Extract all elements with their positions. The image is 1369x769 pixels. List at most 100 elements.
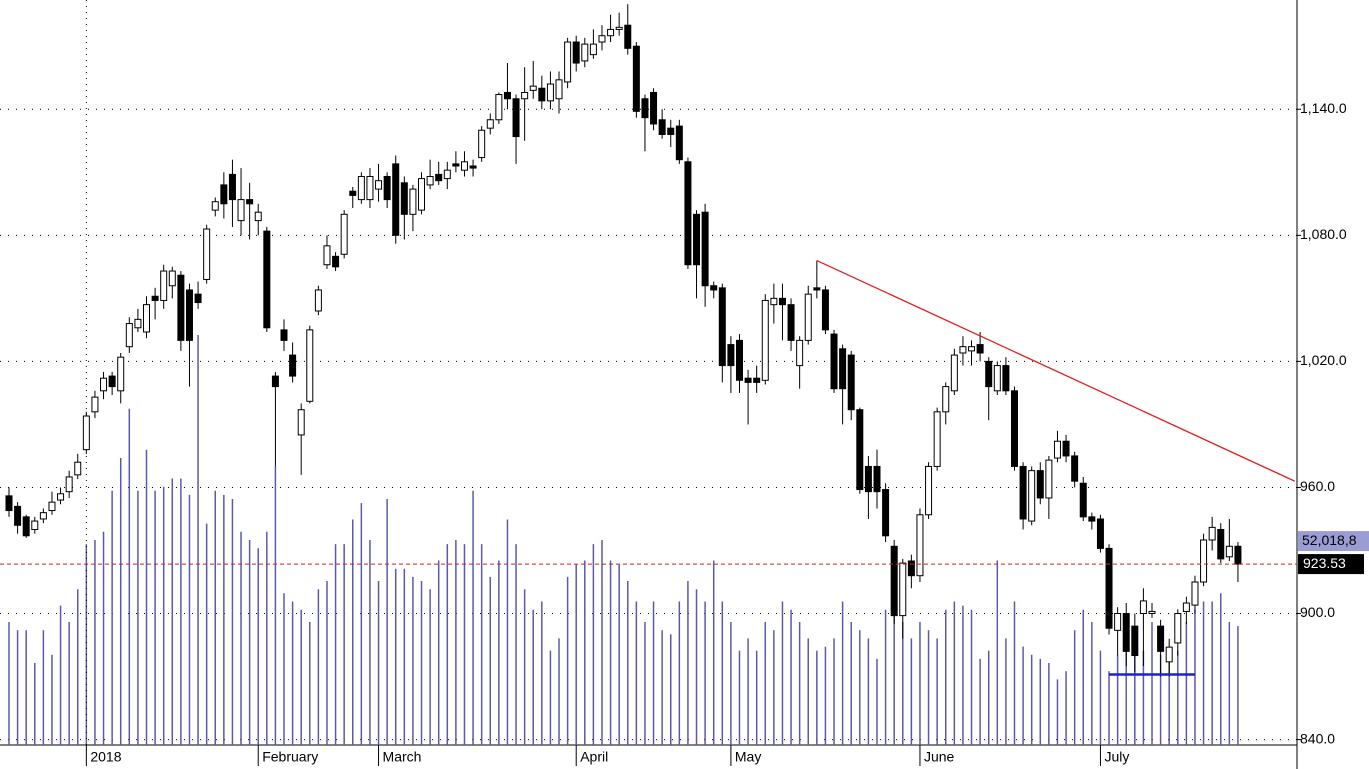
candle-body [804,293,812,341]
candle-body [735,339,743,381]
candle-body [624,24,632,49]
x-tick-label: February [262,749,318,765]
candle-body [349,190,357,196]
candle-body [581,43,589,62]
candle-body [478,129,486,159]
candle-body [882,489,890,537]
candle-body [435,173,443,182]
candle-body [409,188,417,215]
candle-body [993,365,1001,392]
candle-body [1217,528,1225,560]
candle-body [933,411,941,467]
candle-body [323,245,331,266]
candle-body [65,476,73,493]
candle-body [203,228,211,280]
candle-body [693,213,701,266]
candle-body [1182,602,1190,612]
candle-body [821,289,829,331]
candle-body [555,79,563,100]
candle-body [830,333,838,390]
candle-body [151,295,159,301]
candle-body [1088,516,1096,522]
candle-body [1225,545,1233,558]
candle-body [753,377,761,383]
x-tick-label: April [580,749,608,765]
candle-body [366,175,374,201]
candle-body [521,91,529,100]
candle-body [48,501,56,512]
candle-body [228,173,236,201]
candle-body [718,287,726,367]
candle-body [538,87,546,102]
candle-body [39,512,47,520]
candle-body [667,127,675,135]
volume-label: 52,018,8 [1302,532,1357,548]
candle-body [1165,646,1173,663]
candle-body [778,297,786,306]
candle-body [598,35,606,43]
candle-body [615,26,623,30]
candle-body [1191,581,1199,606]
candle-body [340,213,348,255]
candle-body [959,346,967,354]
candle-body [452,163,460,167]
candle-body [589,43,597,56]
candle-body [246,199,254,205]
candle-body [392,163,400,236]
candle-body [564,41,572,83]
candle-body [675,125,683,161]
candle-body [100,377,108,392]
candle-body [220,184,228,205]
candle-body [143,304,151,333]
candle-body [117,356,125,392]
candle-body [443,169,451,180]
candle-body [839,348,847,390]
candle-body [237,199,245,222]
candle-body [314,289,322,312]
candle-body [1036,470,1044,499]
candle-body [1114,613,1122,631]
candle-body [1010,390,1018,467]
candle-body [332,255,340,268]
candle-body [512,98,520,138]
candle-body [856,409,864,491]
candle-body [5,495,13,512]
candle-body [160,270,168,301]
candle-body [125,323,133,348]
candle-body [460,161,468,171]
candle-body [306,329,314,402]
x-tick-label: March [383,749,422,765]
candle-body [469,165,477,169]
candle-body [134,318,142,329]
candle-body [632,45,640,112]
candle-body [925,465,933,516]
last-close-label: 923.53 [1303,555,1346,571]
y-tick-label: 1,140.0 [1300,100,1347,116]
candle-body [529,85,537,91]
y-tick-label: 1,020.0 [1300,352,1347,368]
candle-body [1208,526,1216,541]
candle-body [770,297,778,306]
candle-body [1045,459,1053,499]
candle-body [1200,539,1208,583]
last-close-box [1298,554,1364,575]
candle-body [357,175,365,201]
volume-label-box [1298,531,1369,552]
candle-body [495,94,503,121]
candle-body [1131,625,1139,657]
candle-body [177,274,185,341]
candle-body [74,461,82,476]
candle-body [787,304,795,341]
candle-body [82,415,90,451]
y-tick-label: 1,080.0 [1300,226,1347,242]
candle-body [1071,455,1079,482]
candle-body [57,493,65,501]
candle-body [1028,470,1036,522]
x-tick-label: 2018 [90,749,121,765]
y-tick-label: 840.0 [1300,730,1335,746]
candle-body [907,560,915,577]
candle-body [1174,613,1182,644]
candle-body [1096,518,1104,549]
candle-body [761,299,769,381]
candle-body [486,119,494,129]
